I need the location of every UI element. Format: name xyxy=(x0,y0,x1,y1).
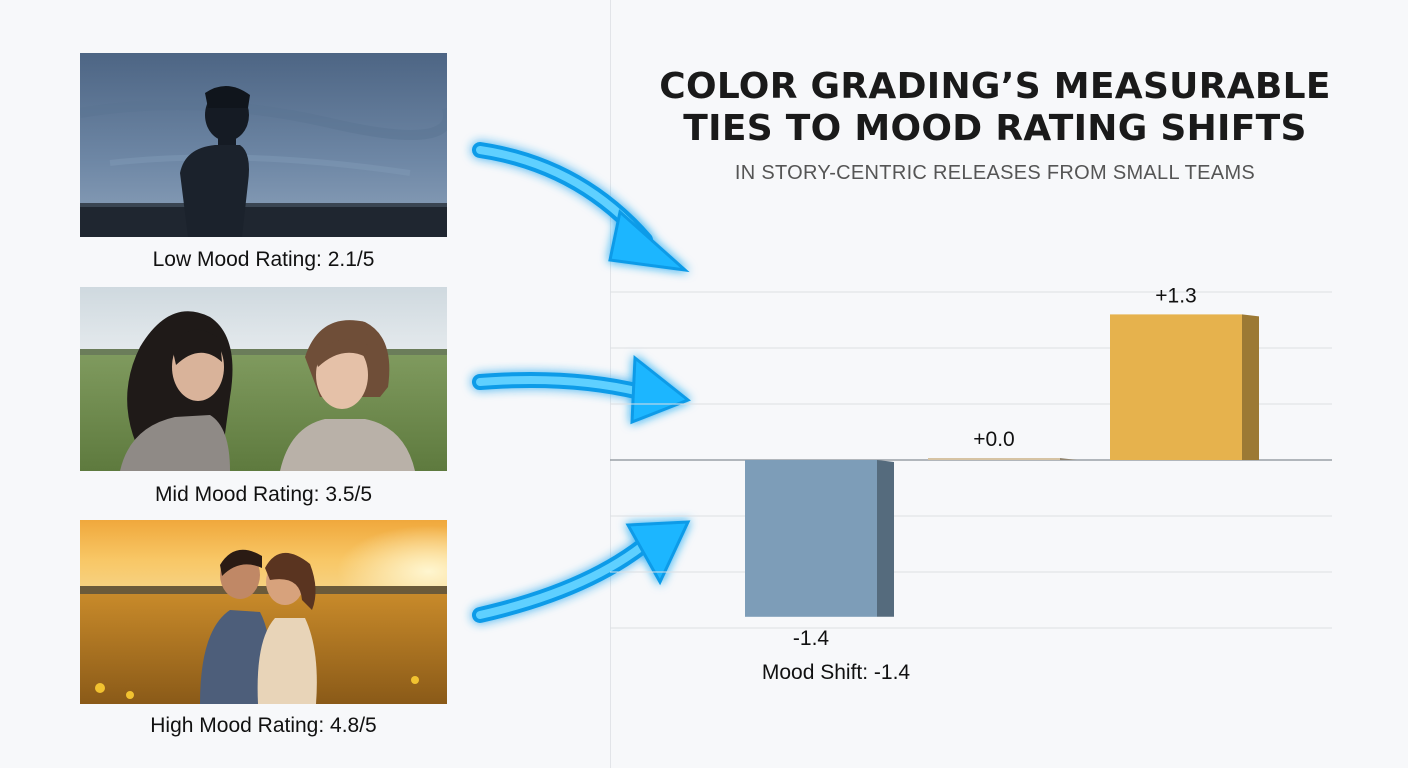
arrow-high-icon xyxy=(472,520,691,623)
arrow-mid-icon xyxy=(472,355,691,425)
connector-arrows xyxy=(472,142,691,623)
high-mood-image xyxy=(80,520,447,704)
mid-mood-image xyxy=(80,287,447,471)
low-mood-image xyxy=(80,53,447,237)
bar-mid xyxy=(928,458,1060,460)
bar-side-high xyxy=(1242,314,1259,460)
high-mood-caption: High Mood Rating: 4.8/5 xyxy=(150,714,377,737)
low-mood-caption: Low Mood Rating: 2.1/5 xyxy=(152,248,375,271)
bar-side-mid xyxy=(1060,458,1077,460)
data-label-low: -1.4 xyxy=(793,627,830,650)
bar-high xyxy=(1110,314,1242,460)
bar-low xyxy=(745,460,877,617)
chart-subtitle: IN STORY-CENTRIC RELEASES FROM SMALL TEA… xyxy=(734,162,1256,184)
chart-title: COLOR GRADING’S MEASURABLE TIES TO MOOD … xyxy=(659,66,1331,149)
bar-side-low xyxy=(877,460,894,617)
mood-shift-chart: -1.4 +0.0 +1.3 Mood Shift: -1.4 xyxy=(610,284,1332,684)
arrow-low-icon xyxy=(472,142,690,273)
mood-shift-annotation: Mood Shift: -1.4 xyxy=(762,661,911,684)
mid-mood-caption: Mid Mood Rating: 3.5/5 xyxy=(154,483,373,506)
data-label-mid: +0.0 xyxy=(973,428,1014,451)
data-label-high: +1.3 xyxy=(1155,284,1196,307)
